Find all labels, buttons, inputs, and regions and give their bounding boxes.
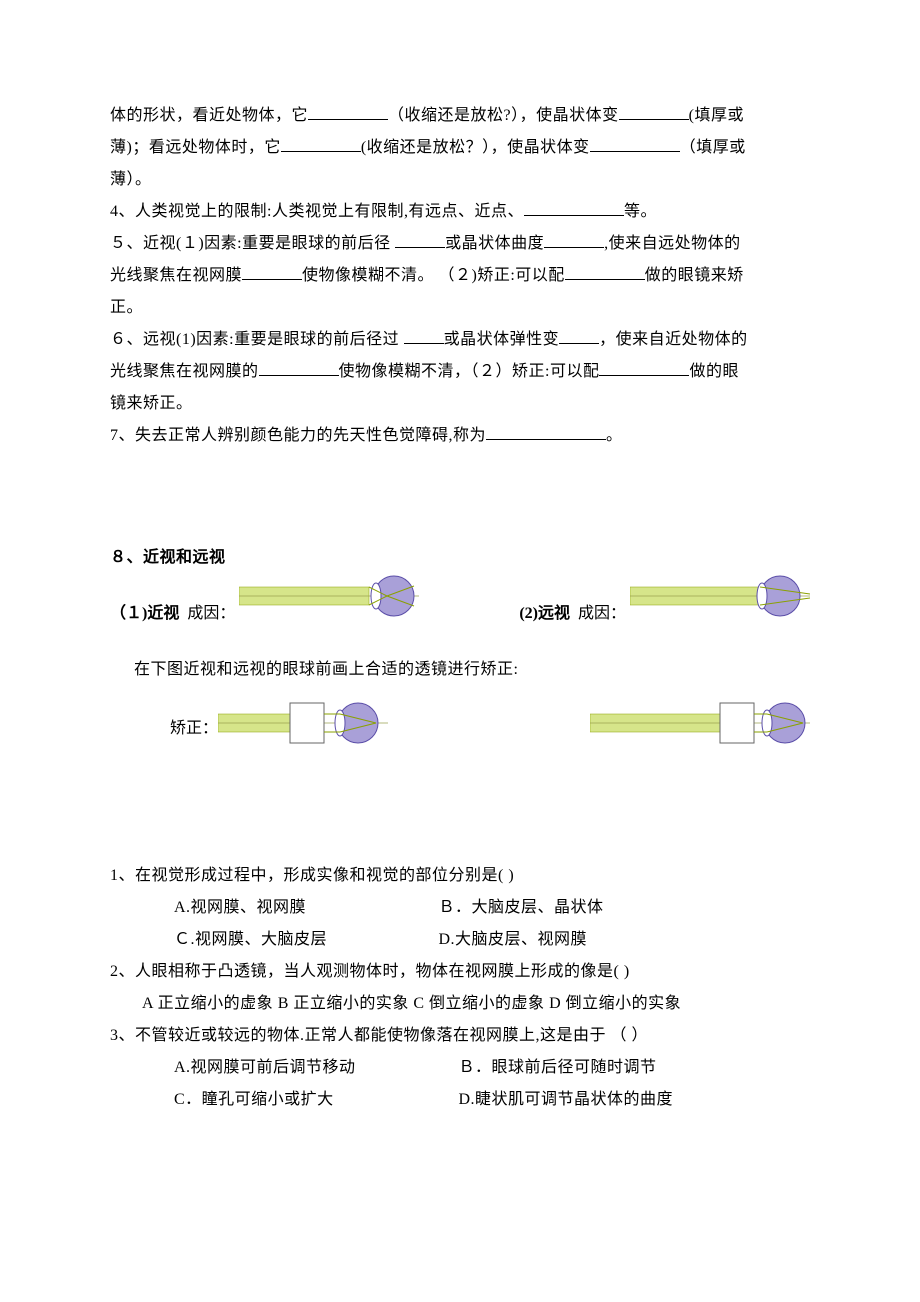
text: 镜来矫正。	[110, 395, 193, 412]
paragraph-lens-accommodation-3: 薄）。	[110, 164, 810, 196]
diagram-hyperopia-correction	[590, 698, 810, 760]
diagram-hyperopia-cause	[630, 574, 810, 630]
blank[interactable]	[486, 423, 606, 440]
text: (2)远视	[519, 605, 570, 622]
text: （填厚或	[680, 139, 746, 156]
diagram-myopia-correction	[218, 698, 388, 760]
blank[interactable]	[599, 359, 689, 376]
mc2-stem: 2、人眼相称于凸透镜，当人观测物体时，物体在视网膜上形成的像是( )	[110, 956, 810, 988]
blank[interactable]	[404, 327, 444, 344]
page: 体的形状，看近处物体，它 （收缩还是放松?），使晶状体变 (填厚或 薄)；看远处物体…	[0, 0, 920, 1302]
text: 正。	[110, 299, 143, 316]
q7: 7、失去正常人辨别颜色能力的先天性色觉障碍,称为 。	[110, 420, 810, 452]
option-c[interactable]: C．瞳孔可缩小或扩大	[174, 1084, 454, 1116]
text: （１)近视	[110, 605, 179, 622]
option-c[interactable]: C 倒立缩小的虚象	[413, 995, 544, 1012]
q8-hyperopia: (2)远视 成因：	[519, 574, 810, 630]
text: (收缩还是放松？），使晶状体变	[361, 139, 590, 156]
spacer	[110, 630, 810, 654]
option-d[interactable]: D.大脑皮层、视网膜	[439, 931, 588, 948]
option-d[interactable]: D.睫状肌可调节晶状体的曲度	[459, 1091, 674, 1108]
text: 7、失去正常人辨别颜色能力的先天性色觉障碍,称为	[110, 427, 486, 444]
text: (填厚或	[689, 107, 744, 124]
mc1-stem: 1、在视觉形成过程中，形成实像和视觉的部位分别是( )	[110, 860, 810, 892]
text: 成因：	[578, 605, 626, 622]
text: 矫正：	[170, 713, 218, 745]
mc1-row1: A.视网膜、视网膜 Ｂ．大脑皮层、晶状体	[110, 892, 810, 924]
text: 或晶状体曲度	[445, 235, 544, 252]
q6-line1: ６、远视(1)因素:重要是眼球的前后径过 或晶状体弹性变 ，使来自近处物体的	[110, 324, 810, 356]
option-b[interactable]: Ｂ．眼球前后径可随时调节	[459, 1059, 657, 1076]
text: 4、人类视觉上的限制:人类视觉上有限制,有远点、近点、	[110, 203, 524, 220]
paragraph-lens-accommodation: 体的形状，看近处物体，它 （收缩还是放松?），使晶状体变 (填厚或	[110, 100, 810, 132]
text: 做的眼镜来矫	[645, 267, 744, 284]
option-a[interactable]: A 正立缩小的虚象	[142, 995, 273, 1012]
text: 。	[606, 427, 623, 444]
option-a[interactable]: A.视网膜可前后调节移动	[174, 1052, 454, 1084]
mc1-row2: Ｃ.视网膜、大脑皮层 D.大脑皮层、视网膜	[110, 924, 810, 956]
text: ,使来自远处物体的	[604, 235, 741, 252]
mc3-stem: 3、不管较近或较远的物体.正常人都能使物像落在视网膜上,这是由于 （ ）	[110, 1020, 810, 1052]
q8-instruction: 在下图近视和远视的眼球前画上合适的透镜进行矫正:	[110, 654, 810, 686]
text: ，使来自近处物体的	[599, 331, 748, 348]
text: 使物像模糊不清。 （２)矫正:可以配	[302, 267, 565, 284]
spacer	[110, 760, 810, 860]
text: （收缩还是放松?），使晶状体变	[388, 107, 619, 124]
text: 成因：	[187, 605, 235, 622]
blank[interactable]	[619, 103, 689, 120]
text: 等。	[624, 203, 657, 220]
mc2-row: A 正立缩小的虚象 B 正立缩小的实象 C 倒立缩小的虚象 D 倒立缩小的实象	[110, 988, 810, 1020]
q8-correction-row: 矫正：	[110, 698, 810, 760]
text: 体的形状，看近处物体，它	[110, 107, 308, 124]
blank[interactable]	[395, 231, 445, 248]
option-a[interactable]: A.视网膜、视网膜	[174, 892, 434, 924]
text: 光线聚焦在视网膜的	[110, 363, 259, 380]
paragraph-lens-accommodation-2: 薄)；看远处物体时，它 (收缩还是放松？），使晶状体变 （填厚或	[110, 132, 810, 164]
q8-title: ８、近视和远视	[110, 542, 810, 574]
blank[interactable]	[308, 103, 388, 120]
blank[interactable]	[565, 263, 645, 280]
mc3-row1: A.视网膜可前后调节移动 Ｂ．眼球前后径可随时调节	[110, 1052, 810, 1084]
blank[interactable]	[559, 327, 599, 344]
text: 或晶状体弹性变	[444, 331, 560, 348]
option-c[interactable]: Ｃ.视网膜、大脑皮层	[174, 924, 434, 956]
blank[interactable]	[242, 263, 302, 280]
q5-line2: 光线聚焦在视网膜 使物像模糊不清。 （２)矫正:可以配 做的眼镜来矫	[110, 260, 810, 292]
text: 做的眼	[689, 363, 739, 380]
text: 在下图近视和远视的眼球前画上合适的透镜进行矫正:	[134, 661, 518, 678]
text: ６、远视(1)因素:重要是眼球的前后径过	[110, 331, 399, 348]
spacer	[110, 452, 810, 542]
q5-line1: ５、近视(１)因素:重要是眼球的前后径 或晶状体曲度 ,使来自远处物体的	[110, 228, 810, 260]
mc3-row2: C．瞳孔可缩小或扩大 D.睫状肌可调节晶状体的曲度	[110, 1084, 810, 1116]
blank[interactable]	[281, 135, 361, 152]
q6-line3: 镜来矫正。	[110, 388, 810, 420]
diagram-myopia-cause	[239, 574, 419, 630]
option-b[interactable]: Ｂ．大脑皮层、晶状体	[439, 899, 604, 916]
blank[interactable]	[590, 135, 680, 152]
blank[interactable]	[524, 199, 624, 216]
q4: 4、人类视觉上的限制:人类视觉上有限制,有远点、近点、 等。	[110, 196, 810, 228]
q6-line2: 光线聚焦在视网膜的 使物像模糊不清，（２）矫正:可以配 做的眼	[110, 356, 810, 388]
blank[interactable]	[259, 359, 339, 376]
option-b[interactable]: B 正立缩小的实象	[278, 995, 409, 1012]
q8-causes-row: （１)近视 成因： (2)远视 成因：	[110, 574, 810, 630]
blank[interactable]	[544, 231, 604, 248]
text: 使物像模糊不清，（２）矫正:可以配	[339, 363, 600, 380]
option-d[interactable]: D 倒立缩小的实象	[549, 995, 681, 1012]
q5-line3: 正。	[110, 292, 810, 324]
text: 薄)；看远处物体时，它	[110, 139, 281, 156]
text: 薄）。	[110, 171, 152, 188]
text: 光线聚焦在视网膜	[110, 267, 242, 284]
text: ５、近视(１)因素:重要是眼球的前后径	[110, 235, 391, 252]
q8-myopia: （１)近视 成因：	[110, 574, 419, 630]
